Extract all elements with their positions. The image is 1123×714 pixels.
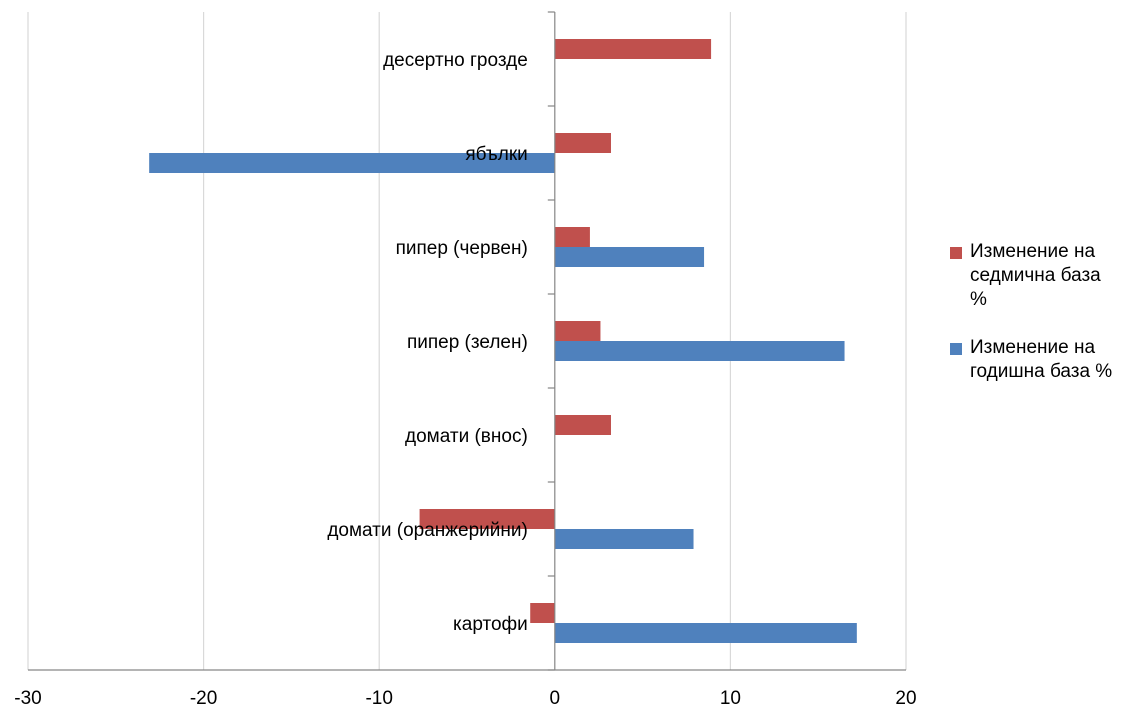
bar-weekly [554,39,712,59]
legend-swatch-weekly [950,247,962,259]
category-label: картофи [453,614,528,635]
gridlines [27,12,907,670]
legend-item-weekly: Изменение на седмична база % [948,240,1118,312]
category-labels: десертно грозде ябълки пипер (червен) пипер… [327,50,527,635]
x-tick-label: -10 [365,688,392,709]
category-label: ябълки [465,144,527,165]
category-label: пипер (червен) [396,238,528,259]
category-label: домати (внос) [405,426,528,447]
bar-yearly [149,153,555,173]
bar-weekly [419,509,555,529]
bar-weekly [530,603,555,623]
bar-weekly [554,133,611,153]
tick-labels: -30 -20 -10 0 10 20 [14,688,916,709]
x-tick-label: 20 [895,688,916,709]
category-label: домати (оранжерийни) [327,520,527,541]
x-tick-label: -30 [14,688,41,709]
axes [28,11,906,671]
x-tick-label: 0 [550,688,561,709]
bar-yearly [554,529,694,549]
x-tick-label: 10 [720,688,741,709]
bar-weekly [554,227,590,247]
bar-weekly [554,415,611,435]
legend-swatch-yearly [950,343,962,355]
bar-yearly [554,623,857,643]
bars [149,39,857,643]
category-label: пипер (зелен) [407,332,528,353]
category-label: десертно грозде [383,50,528,71]
legend-item-yearly: Изменение на годишна база % [948,336,1118,384]
legend-label-weekly: Изменение на седмична база % [970,241,1101,310]
x-tick-label: -20 [190,688,217,709]
legend-label-yearly: Изменение на годишна база % [970,337,1113,382]
bar-yearly [554,341,845,361]
legend: Изменение на седмична база % Изменение н… [948,240,1118,408]
bar-yearly [554,247,705,267]
bar-weekly [554,321,601,341]
